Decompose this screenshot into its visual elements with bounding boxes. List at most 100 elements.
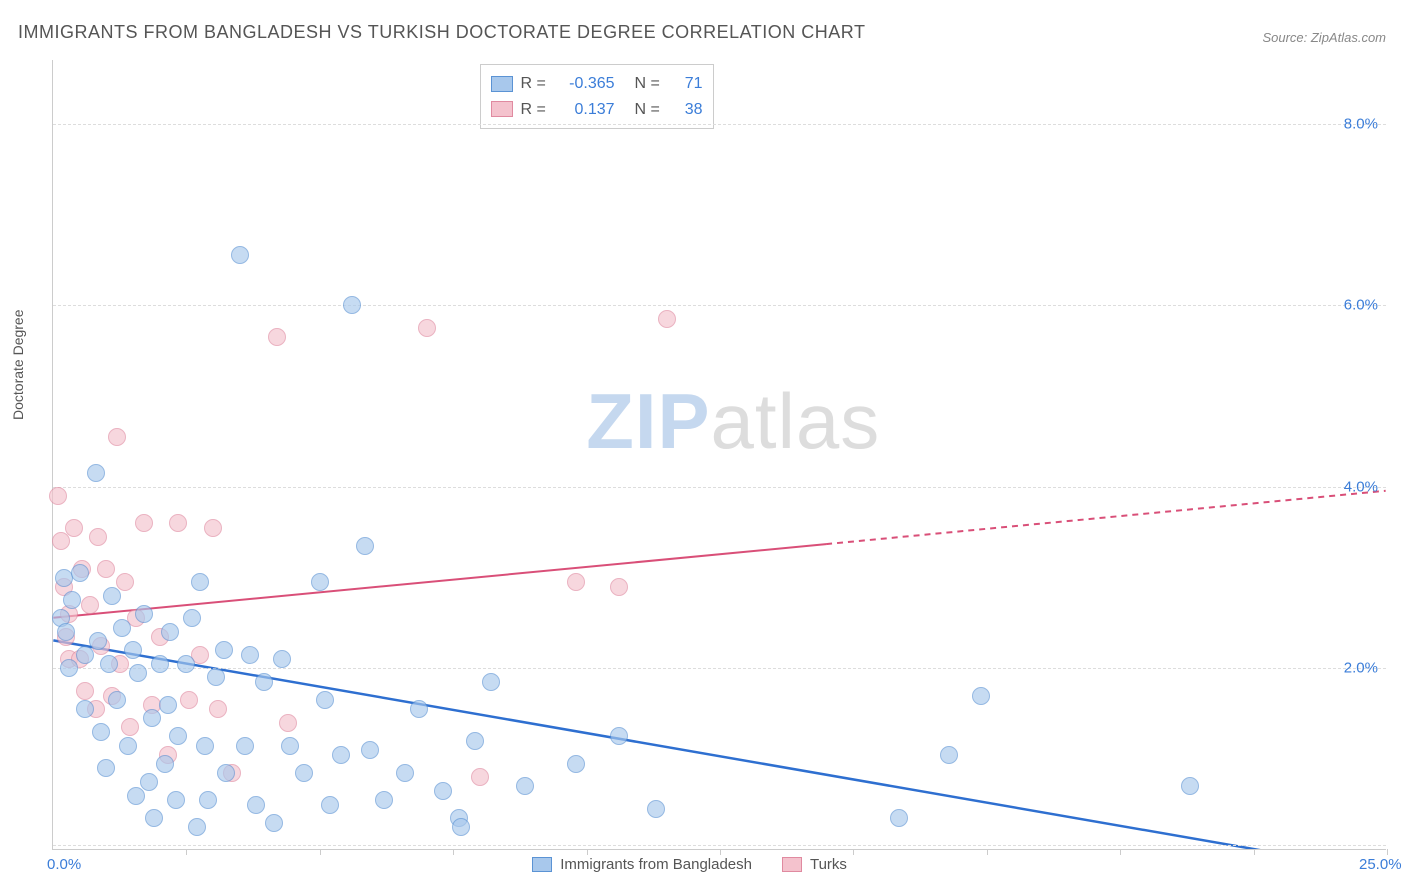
x-tick-mark	[587, 849, 588, 855]
x-tick-mark	[320, 849, 321, 855]
scatter-point-bangladesh	[143, 709, 161, 727]
stat-n-value: 71	[673, 71, 703, 97]
stat-legend: R = -0.365 N = 71 R = 0.137 N = 38	[480, 64, 714, 129]
scatter-point-bangladesh	[241, 646, 259, 664]
watermark-zip: ZIP	[586, 377, 710, 465]
scatter-point-bangladesh	[183, 609, 201, 627]
watermark-atlas: atlas	[711, 377, 881, 465]
scatter-point-bangladesh	[63, 591, 81, 609]
stat-r-value: -0.365	[559, 71, 615, 97]
scatter-point-bangladesh	[127, 787, 145, 805]
scatter-point-turks	[567, 573, 585, 591]
scatter-point-bangladesh	[567, 755, 585, 773]
scatter-point-bangladesh	[482, 673, 500, 691]
scatter-point-bangladesh	[972, 687, 990, 705]
stat-n-label: N =	[635, 97, 665, 123]
scatter-point-bangladesh	[76, 646, 94, 664]
scatter-point-bangladesh	[60, 659, 78, 677]
scatter-point-bangladesh	[119, 737, 137, 755]
x-tick-mark	[720, 849, 721, 855]
scatter-point-bangladesh	[375, 791, 393, 809]
stat-r-label: R =	[521, 71, 551, 97]
scatter-point-bangladesh	[167, 791, 185, 809]
bottom-legend: Immigrants from Bangladesh Turks	[532, 856, 847, 873]
stat-r-label: R =	[521, 97, 551, 123]
gridline-h	[53, 668, 1386, 669]
x-tick-mark	[1387, 849, 1388, 855]
stat-n-value: 38	[673, 97, 703, 123]
gridline-h	[53, 305, 1386, 306]
scatter-point-turks	[97, 560, 115, 578]
stat-n-label: N =	[635, 71, 665, 97]
scatter-point-turks	[209, 700, 227, 718]
scatter-point-turks	[121, 718, 139, 736]
scatter-point-turks	[116, 573, 134, 591]
legend-swatch	[491, 101, 513, 117]
scatter-point-turks	[471, 768, 489, 786]
stat-legend-row: R = -0.365 N = 71	[491, 71, 703, 97]
legend-label: Turks	[810, 856, 847, 873]
scatter-point-bangladesh	[87, 464, 105, 482]
legend-label: Immigrants from Bangladesh	[560, 856, 752, 873]
scatter-point-bangladesh	[940, 746, 958, 764]
scatter-point-bangladesh	[247, 796, 265, 814]
scatter-point-turks	[418, 319, 436, 337]
scatter-point-bangladesh	[273, 650, 291, 668]
scatter-point-bangladesh	[647, 800, 665, 818]
y-tick-label: 8.0%	[1344, 115, 1378, 132]
scatter-point-turks	[268, 328, 286, 346]
scatter-point-bangladesh	[199, 791, 217, 809]
scatter-point-turks	[49, 487, 67, 505]
scatter-point-bangladesh	[361, 741, 379, 759]
scatter-point-bangladesh	[321, 796, 339, 814]
scatter-point-turks	[81, 596, 99, 614]
scatter-point-bangladesh	[103, 587, 121, 605]
scatter-point-turks	[89, 528, 107, 546]
scatter-point-bangladesh	[177, 655, 195, 673]
scatter-point-bangladesh	[76, 700, 94, 718]
scatter-point-turks	[180, 691, 198, 709]
scatter-point-turks	[135, 514, 153, 532]
x-tick-label: 25.0%	[1359, 856, 1402, 873]
scatter-point-bangladesh	[281, 737, 299, 755]
scatter-point-bangladesh	[145, 809, 163, 827]
scatter-point-bangladesh	[108, 691, 126, 709]
scatter-point-turks	[76, 682, 94, 700]
scatter-point-bangladesh	[113, 619, 131, 637]
scatter-point-bangladesh	[452, 818, 470, 836]
scatter-point-bangladesh	[356, 537, 374, 555]
scatter-point-bangladesh	[1181, 777, 1199, 795]
gridline-h	[53, 845, 1386, 846]
scatter-point-bangladesh	[316, 691, 334, 709]
x-tick-mark	[453, 849, 454, 855]
scatter-point-bangladesh	[156, 755, 174, 773]
scatter-point-turks	[279, 714, 297, 732]
stat-legend-row: R = 0.137 N = 38	[491, 97, 703, 123]
watermark: ZIPatlas	[586, 376, 880, 467]
scatter-point-bangladesh	[129, 664, 147, 682]
scatter-point-bangladesh	[516, 777, 534, 795]
scatter-point-turks	[65, 519, 83, 537]
y-axis-label: Doctorate Degree	[10, 309, 26, 420]
scatter-point-bangladesh	[265, 814, 283, 832]
scatter-point-bangladesh	[124, 641, 142, 659]
bottom-legend-item: Turks	[782, 856, 847, 873]
legend-swatch	[491, 76, 513, 92]
scatter-point-bangladesh	[332, 746, 350, 764]
regression-lines-svg	[53, 60, 1386, 849]
scatter-point-bangladesh	[191, 573, 209, 591]
y-tick-label: 4.0%	[1344, 478, 1378, 495]
gridline-h	[53, 487, 1386, 488]
scatter-point-bangladesh	[396, 764, 414, 782]
stat-r-value: 0.137	[559, 97, 615, 123]
chart-title: IMMIGRANTS FROM BANGLADESH VS TURKISH DO…	[18, 22, 865, 43]
scatter-point-turks	[52, 532, 70, 550]
x-tick-label: 0.0%	[47, 856, 81, 873]
scatter-point-bangladesh	[236, 737, 254, 755]
scatter-point-bangladesh	[97, 759, 115, 777]
legend-swatch	[782, 857, 802, 872]
scatter-point-bangladesh	[217, 764, 235, 782]
scatter-point-bangladesh	[466, 732, 484, 750]
scatter-point-bangladesh	[196, 737, 214, 755]
y-tick-label: 2.0%	[1344, 660, 1378, 677]
